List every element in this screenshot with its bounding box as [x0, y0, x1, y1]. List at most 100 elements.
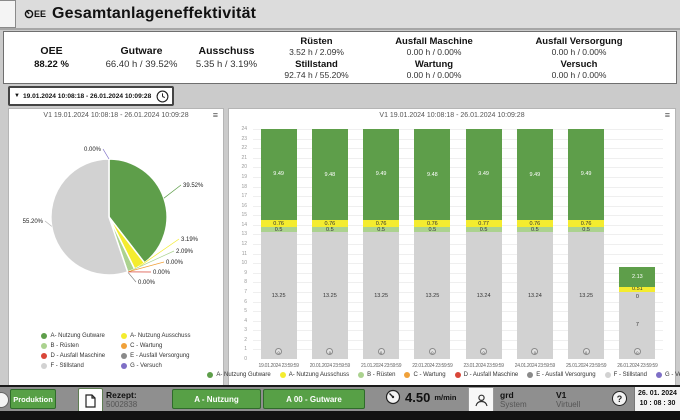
- status-circle: [0, 392, 9, 408]
- user-role: System: [500, 400, 527, 409]
- bar-segment-ruesten: [311, 227, 348, 232]
- legend-item-stillstand: F - Stillstand: [41, 361, 105, 371]
- legend-item-stillstand: F - Stillstand: [604, 372, 647, 378]
- bar-segment-stillstand: [516, 232, 553, 359]
- legend-item-versorgung: E - Ausfall Versorgung: [527, 372, 596, 378]
- legend-label: E - Ausfall Versorgung: [130, 353, 190, 359]
- kpi-ausschuss: Ausschuss 5.35 h / 3.19%: [195, 45, 258, 70]
- corner-button[interactable]: [0, 0, 16, 28]
- legend-item-ausschuss: A- Nutzung Ausschuss: [121, 331, 191, 341]
- bar-value-label-gutware: 2.13: [632, 273, 643, 280]
- y-axis-tick: 3: [244, 327, 247, 334]
- bar-zero-marker: 0: [531, 348, 539, 355]
- kpi-panel: OEE 88.22 % Gutware 66.40 h / 39.52% Aus…: [3, 31, 677, 84]
- legend-dot-versorgung: [121, 353, 128, 359]
- legend-label: F - Stillstand: [50, 363, 84, 369]
- pie-menu-icon[interactable]: ≡: [212, 110, 218, 120]
- pie-label-wartung: 0.00%: [166, 260, 184, 266]
- bar-legend: A- Nutzung Gutware A- Nutzung Ausschuss B …: [207, 372, 680, 378]
- production-state-button[interactable]: Produktion: [10, 389, 56, 409]
- y-axis-tick: 18: [241, 183, 247, 190]
- bar-value-label-gutware: 9.49: [529, 171, 541, 178]
- legend-label: C - Wartung: [413, 372, 446, 378]
- user-button[interactable]: [468, 387, 494, 413]
- gridline: [253, 291, 663, 293]
- legend-dot-ausschuss: [279, 372, 286, 378]
- station-name: Virtuell: [556, 400, 581, 409]
- bar-segment-gutware: [516, 129, 553, 221]
- pie-chart-title: V1 19.01.2024 10:08:18 - 26.01.2024 10:0…: [43, 112, 189, 119]
- y-axis-tick: 6: [244, 298, 247, 305]
- legend-label: A- Nutzung Ausschuss: [288, 372, 350, 378]
- pie-slice-gutware: [108, 158, 168, 264]
- gridline: [253, 330, 663, 332]
- bar-segment-ausschuss: [465, 219, 502, 228]
- legend-label: A- Nutzung Gutware: [216, 372, 271, 378]
- bar-value-label-stillstand: 13.25: [579, 292, 593, 299]
- legend-item-maschine: D - Ausfall Maschine: [41, 351, 105, 361]
- bar-zero-marker: 0: [582, 348, 590, 355]
- x-axis-label: 19.01.2024 23:59:59: [258, 363, 299, 369]
- gridline: [253, 167, 663, 169]
- bar-value-label-ruesten: 0.5: [531, 226, 539, 233]
- bar-value-label-ruesten: 0.5: [479, 226, 488, 233]
- bar-value-label-gutware: 9.48: [324, 171, 336, 178]
- gridline: [253, 129, 663, 130]
- datetime-display: 26. 01. 2024 10 : 08 : 30: [634, 387, 680, 413]
- y-axis-tick: 16: [241, 202, 247, 209]
- bar-value-label-ruesten: 0.5: [428, 226, 437, 233]
- bar-value-label-stillstand: 13.25: [374, 292, 388, 299]
- legend-dot-gutware: [207, 372, 214, 378]
- gridline: [253, 244, 663, 245]
- legend-item-versorgung: E - Ausfall Versorgung: [121, 351, 190, 361]
- bar-segment-stillstand: [465, 232, 502, 359]
- gridline: [253, 349, 663, 351]
- mode-button[interactable]: A - Nutzung: [172, 389, 261, 409]
- bar-segment-gutware: [260, 129, 297, 220]
- legend-dot-maschine: [454, 372, 461, 378]
- y-axis-tick: 14: [241, 221, 247, 228]
- pie-leader-line: [127, 261, 165, 273]
- bar-zero-marker: 0: [326, 348, 334, 355]
- gridline: [253, 253, 663, 255]
- x-axis-label: 26.01.2024 23:59:59: [617, 363, 658, 369]
- bar-segment-gutware: [465, 129, 502, 220]
- legend-dot-wartung: [121, 343, 128, 349]
- y-axis-tick: 7: [244, 288, 247, 295]
- help-button[interactable]: ?: [612, 391, 627, 406]
- bar-segment-ruesten: [568, 227, 605, 232]
- bar-card: V1 19.01.2024 10:08:18 - 26.01.2024 10:0…: [207, 108, 680, 386]
- bar-zero-marker: 0: [275, 348, 283, 355]
- recipe-label: Rezept:: [106, 390, 137, 400]
- legend-item-gutware: A- Nutzung Gutware: [41, 331, 105, 341]
- legend-label: C - Wartung: [130, 343, 163, 349]
- pie-label-maschine: 0.00%: [153, 270, 171, 276]
- legend-dot-versuch: [121, 363, 128, 369]
- legend-item-gutware: A- Nutzung Gutware: [207, 372, 271, 378]
- oee-logo-text: EE: [34, 9, 47, 19]
- bar-segment-stillstand: [311, 232, 348, 359]
- bar-value-label-stillstand: 13.24: [476, 292, 491, 299]
- legend-dot-ausschuss: [121, 333, 128, 339]
- kpi-ausfall-versorgung: Ausfall Versorgung 0.00 h / 0.00%: [535, 35, 623, 57]
- legend-item-versuch: G - Versuch: [655, 372, 680, 378]
- bar-value-label-ausschuss: 0.77: [478, 220, 489, 227]
- bar-value-label-gutware: 9.49: [478, 171, 489, 178]
- kpi-versuch: Versuch 0.00 h / 0.00%: [551, 58, 607, 80]
- bar-value-label-ausschuss: 0.76: [273, 220, 284, 227]
- bar-value-label-ruesten: 0: [635, 293, 639, 300]
- y-axis-tick: 15: [241, 212, 247, 219]
- oee-gauge-icon: EE: [24, 9, 46, 19]
- bar-segment-ausschuss: [363, 219, 400, 228]
- period-selector[interactable]: ▼ 19.01.2024 10:08:18 - 26.01.2024 10:09…: [8, 86, 174, 106]
- submode-button[interactable]: A 00 - Gutware: [263, 389, 365, 409]
- clock-icon[interactable]: [156, 90, 169, 103]
- recipe-document-button[interactable]: [78, 388, 103, 413]
- pie-label-versorgung: 0.00%: [138, 280, 156, 286]
- bar-menu-icon[interactable]: ≡: [664, 110, 670, 120]
- bar-value-label-stillstand: 13.25: [271, 292, 286, 299]
- kpi-gutware: Gutware 66.40 h / 39.52%: [105, 45, 178, 70]
- pie-leader-line: [44, 220, 53, 227]
- bar-value-label-stillstand: 7: [635, 322, 639, 329]
